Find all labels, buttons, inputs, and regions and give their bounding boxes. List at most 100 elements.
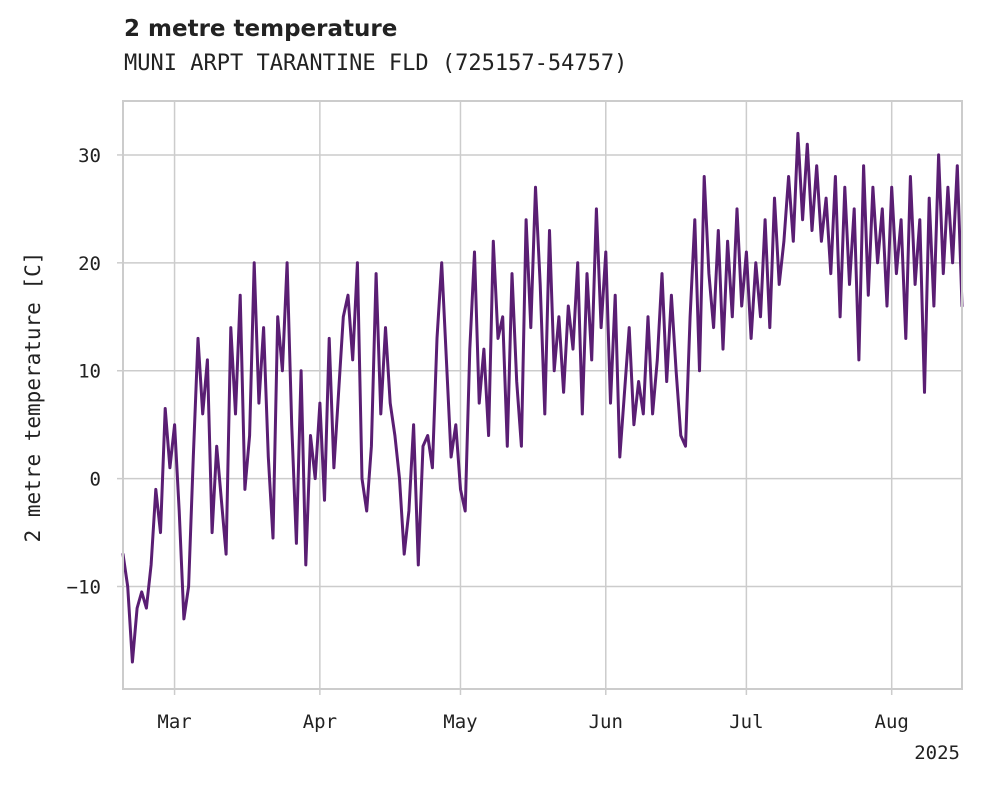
temperature-series-line: [121, 131, 964, 664]
data-point: [140, 591, 143, 593]
data-point: [201, 413, 204, 415]
data-point: [867, 294, 870, 297]
data-point: [511, 272, 513, 275]
y-tick-label: 20: [78, 253, 101, 275]
data-point: [726, 240, 729, 243]
data-point: [665, 380, 668, 383]
data-point: [225, 553, 227, 555]
data-point: [131, 661, 134, 663]
data-point: [811, 229, 813, 232]
data-point: [736, 208, 738, 210]
data-point: [290, 423, 293, 426]
data-point: [455, 423, 457, 426]
data-point: [272, 537, 274, 539]
data-point: [722, 348, 724, 350]
data-point: [703, 175, 705, 178]
data-point: [937, 154, 940, 156]
data-point: [886, 305, 888, 307]
data-point: [642, 413, 645, 415]
data-point: [276, 316, 279, 318]
data-point: [234, 413, 237, 415]
data-point: [694, 218, 696, 221]
data-point: [262, 326, 265, 329]
data-point: [347, 294, 349, 297]
x-axis: Mar Apr May Jun Jul Aug: [157, 689, 909, 733]
data-point: [459, 488, 462, 491]
data-point: [215, 445, 218, 448]
data-point: [633, 423, 635, 426]
data-point: [389, 402, 392, 404]
data-point: [680, 434, 682, 437]
data-point: [609, 402, 612, 404]
data-point: [380, 413, 382, 415]
data-point: [497, 337, 499, 340]
data-point: [361, 477, 363, 480]
data-point: [464, 510, 467, 512]
series-group: [121, 131, 964, 664]
data-point: [825, 197, 827, 199]
data-point: [764, 218, 766, 221]
data-point: [356, 262, 359, 264]
y-tick-label: 0: [90, 469, 101, 491]
data-point: [740, 305, 743, 307]
data-point: [895, 272, 898, 275]
data-point: [173, 423, 176, 426]
data-point: [614, 294, 616, 297]
data-point: [136, 607, 138, 609]
data-point: [314, 477, 317, 480]
data-point: [492, 240, 495, 243]
data-point: [370, 445, 373, 448]
data-point: [422, 445, 424, 448]
data-point: [923, 391, 926, 394]
data-point: [708, 272, 710, 275]
data-point: [684, 445, 687, 448]
data-point: [914, 283, 916, 286]
data-point: [548, 229, 551, 232]
data-point: [900, 218, 902, 221]
data-point: [258, 402, 260, 404]
data-point: [576, 262, 579, 264]
x-tick-label: Jul: [729, 711, 763, 733]
data-point: [745, 251, 748, 253]
data-point: [178, 510, 180, 512]
data-point: [890, 186, 893, 189]
data-point: [525, 218, 527, 221]
data-point: [942, 272, 945, 275]
y-tick-label: 30: [78, 145, 101, 167]
data-point: [239, 294, 241, 297]
data-point: [159, 531, 162, 534]
data-point: [806, 143, 809, 145]
data-point: [267, 456, 270, 458]
data-point: [253, 262, 255, 264]
data-point: [183, 618, 185, 620]
data-point: [647, 316, 649, 318]
data-point: [220, 499, 223, 502]
data-point: [530, 326, 532, 329]
data-point: [155, 488, 157, 491]
data-point: [501, 316, 504, 318]
data-point: [244, 488, 246, 491]
data-point: [778, 283, 780, 286]
data-point: [787, 175, 790, 178]
data-point: [858, 359, 860, 361]
data-point: [365, 510, 368, 512]
data-point: [567, 305, 570, 307]
data-point: [309, 434, 312, 437]
data-point: [792, 240, 795, 243]
data-point: [801, 218, 804, 221]
data-point: [398, 477, 401, 480]
chart-subtitle: MUNI ARPT TARANTINE FLD (725157-54757): [124, 51, 628, 76]
data-point: [169, 467, 171, 469]
data-point: [623, 391, 626, 394]
data-point: [337, 391, 340, 394]
x-tick-label: Aug: [875, 711, 909, 733]
data-point: [581, 413, 584, 415]
data-point: [426, 434, 429, 437]
data-point: [539, 283, 541, 286]
data-point: [750, 337, 752, 340]
x-tick-label: Apr: [303, 711, 337, 733]
data-point: [586, 272, 588, 275]
data-point: [403, 553, 406, 555]
data-point: [830, 272, 832, 275]
data-point: [506, 445, 509, 448]
